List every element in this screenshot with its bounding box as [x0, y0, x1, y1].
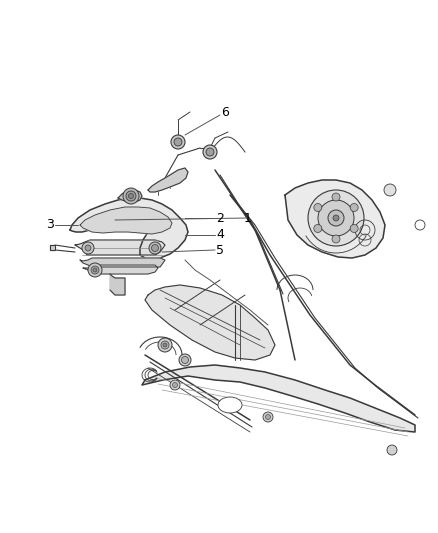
Circle shape [265, 415, 270, 419]
Circle shape [173, 138, 182, 146]
Circle shape [386, 445, 396, 455]
Circle shape [383, 184, 395, 196]
Text: 2: 2 [215, 212, 223, 224]
Polygon shape [70, 198, 187, 260]
Circle shape [313, 204, 321, 212]
Text: 3: 3 [46, 219, 54, 231]
Circle shape [171, 135, 184, 149]
Circle shape [331, 193, 339, 201]
Polygon shape [145, 285, 274, 360]
Circle shape [161, 341, 169, 349]
Circle shape [205, 148, 213, 156]
Circle shape [172, 383, 177, 387]
Circle shape [91, 266, 99, 274]
Polygon shape [284, 180, 384, 258]
Text: 1: 1 [244, 212, 251, 224]
Circle shape [181, 357, 188, 364]
Polygon shape [110, 274, 125, 295]
Polygon shape [83, 265, 158, 274]
Circle shape [202, 145, 216, 159]
Polygon shape [80, 258, 165, 267]
Polygon shape [75, 240, 165, 255]
Polygon shape [118, 190, 141, 202]
Circle shape [317, 200, 353, 236]
Circle shape [85, 245, 91, 251]
Circle shape [331, 235, 339, 243]
Polygon shape [50, 245, 55, 250]
Circle shape [93, 268, 97, 272]
Polygon shape [148, 168, 187, 192]
Circle shape [162, 343, 166, 347]
Polygon shape [80, 207, 172, 234]
Circle shape [313, 224, 321, 232]
Text: 4: 4 [215, 229, 223, 241]
Circle shape [123, 188, 139, 204]
Circle shape [262, 412, 272, 422]
Circle shape [151, 245, 158, 252]
Circle shape [350, 224, 357, 232]
Circle shape [88, 263, 102, 277]
Circle shape [170, 380, 180, 390]
Circle shape [179, 354, 191, 366]
Circle shape [327, 210, 343, 226]
Circle shape [350, 204, 357, 212]
Ellipse shape [218, 397, 241, 413]
Circle shape [158, 338, 172, 352]
Circle shape [82, 242, 94, 254]
Circle shape [332, 215, 338, 221]
Circle shape [148, 242, 161, 254]
Circle shape [128, 193, 133, 198]
Text: 5: 5 [215, 244, 223, 256]
Text: 6: 6 [221, 106, 228, 118]
Circle shape [307, 190, 363, 246]
Circle shape [126, 191, 136, 201]
Polygon shape [141, 365, 414, 432]
